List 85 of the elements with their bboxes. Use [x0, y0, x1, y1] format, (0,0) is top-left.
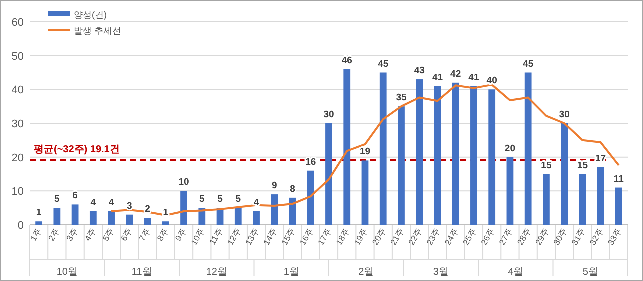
data-label: 9	[272, 180, 278, 192]
data-label: 19	[360, 146, 371, 158]
text: 11월	[132, 267, 152, 278]
x-tick-label: 2주	[46, 226, 62, 243]
bar	[72, 204, 79, 225]
text: 4월	[508, 267, 524, 278]
data-label: 30	[559, 110, 570, 120]
data-label: 5	[218, 194, 224, 206]
data-label: 6	[72, 190, 78, 202]
bar	[506, 157, 514, 225]
bar	[470, 86, 478, 225]
data-label: 43	[414, 66, 425, 77]
x-tick-label: 3주	[64, 226, 80, 243]
bar	[126, 214, 134, 225]
data-label: 10	[178, 177, 190, 188]
x-tick-label: 6주	[118, 226, 134, 243]
bar	[234, 208, 242, 225]
bar	[344, 69, 351, 225]
bar	[54, 208, 61, 225]
bar	[36, 222, 43, 225]
bar	[416, 80, 424, 225]
data-label: 20	[504, 143, 516, 154]
y-tick-label: 40	[12, 84, 24, 97]
text: 12월	[206, 267, 228, 278]
bar	[579, 174, 586, 225]
data-label: 4	[90, 197, 97, 208]
data-label: 40	[486, 76, 498, 87]
data-label: 1	[36, 208, 42, 219]
data-label: 11	[614, 174, 625, 185]
y-tick-label: 20	[12, 152, 24, 164]
text: 1월	[284, 267, 300, 278]
y-tick-label: 10	[12, 186, 24, 198]
bar	[307, 170, 314, 225]
bar	[380, 72, 387, 225]
legend-label: 발생 추세선	[74, 26, 122, 36]
bar	[561, 124, 568, 225]
bar	[597, 167, 604, 225]
x-tick-label: 9주	[173, 226, 189, 243]
bar	[398, 106, 405, 225]
legend-label: 양성(건)	[74, 10, 107, 20]
data-label: 5	[200, 194, 206, 206]
bar	[162, 222, 170, 225]
data-label: 5	[236, 194, 242, 206]
data-label: 45	[378, 58, 390, 70]
bar	[180, 191, 188, 225]
x-tick-label: 1주	[28, 226, 44, 243]
data-label: 30	[324, 110, 334, 120]
ref-line-label: 평균(~32주) 19.1건	[34, 144, 120, 156]
bar	[362, 160, 369, 225]
bar	[253, 211, 260, 225]
x-tick-label: 8주	[155, 226, 171, 243]
data-label: 15	[577, 160, 589, 172]
bar	[90, 211, 97, 225]
data-label: 41	[432, 72, 444, 84]
text: 5월	[582, 267, 598, 278]
data-label: 8	[290, 184, 296, 195]
bar	[452, 82, 460, 225]
y-tick-label: 30	[12, 118, 24, 130]
data-label: 5	[54, 194, 61, 206]
bar	[524, 72, 532, 225]
data-label: 46	[342, 55, 352, 66]
text: 2월	[358, 267, 374, 278]
x-tick-label: 4주	[82, 226, 98, 243]
data-label: 3	[127, 200, 132, 212]
y-tick-label: 0	[18, 220, 24, 232]
data-label: 35	[396, 92, 408, 104]
y-tick-label: 60	[12, 17, 24, 29]
data-label: 41	[468, 72, 480, 84]
data-label: 45	[523, 58, 534, 70]
bar	[615, 188, 622, 225]
text: 10월	[56, 267, 78, 278]
data-label: 42	[450, 68, 462, 80]
data-label: 15	[541, 160, 552, 172]
bar	[326, 124, 332, 225]
y-tick-label: 50	[12, 50, 24, 63]
bar	[488, 90, 496, 225]
bar	[108, 211, 115, 225]
text: 3월	[433, 267, 449, 278]
bar	[434, 86, 442, 225]
bar	[144, 218, 152, 225]
data-label: 4	[108, 197, 115, 208]
bar	[543, 174, 550, 225]
bar	[271, 194, 278, 225]
x-tick-label: 7주	[136, 226, 153, 243]
x-tick-label: 5주	[100, 226, 116, 243]
